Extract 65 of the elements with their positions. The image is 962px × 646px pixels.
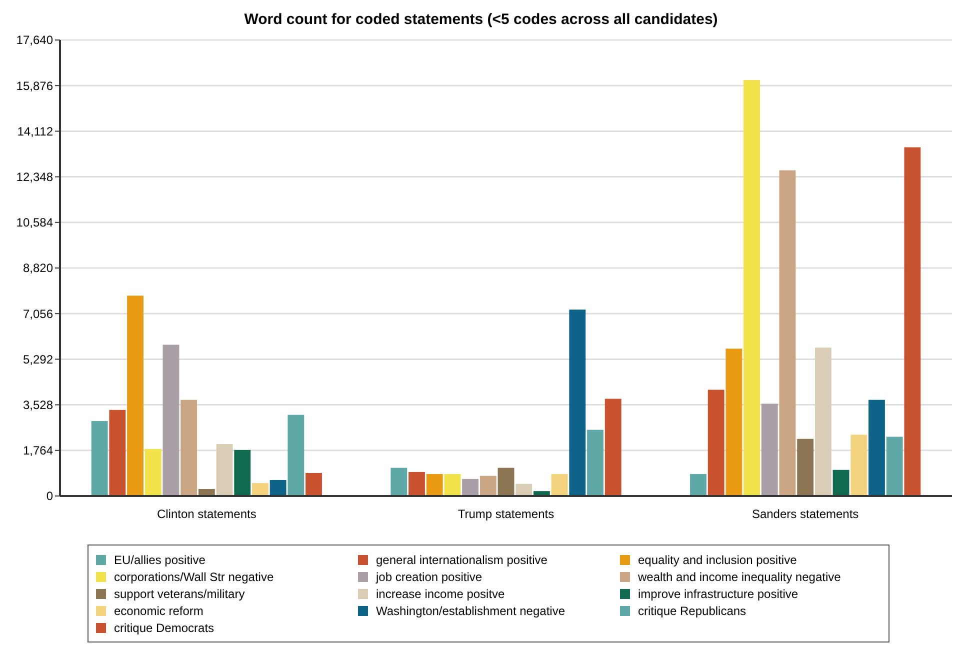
bar xyxy=(779,170,796,496)
x-tick-label: Sanders statements xyxy=(752,507,859,521)
y-tick-label: 7,056 xyxy=(22,306,54,321)
bar xyxy=(180,400,198,496)
legend-label: EU/allies positive xyxy=(114,553,206,567)
bar xyxy=(127,296,144,496)
y-tick-label: 3,528 xyxy=(22,398,54,412)
bar xyxy=(708,390,724,496)
bar xyxy=(426,474,443,496)
legend-label: corporations/Wall Str negative xyxy=(114,570,274,584)
legend-label: equality and inclusion positive xyxy=(638,553,798,567)
y-tick-label: 1,764 xyxy=(22,444,54,458)
y-tick-label: 0 xyxy=(46,489,54,504)
bar xyxy=(690,474,706,496)
bar xyxy=(252,483,268,496)
y-tick-label: 14,112 xyxy=(17,124,54,138)
bar xyxy=(270,480,286,496)
bar xyxy=(886,436,903,496)
legend-label: economic reform xyxy=(114,604,204,618)
bar xyxy=(551,474,568,496)
bar xyxy=(850,434,868,496)
y-tick-label: 10,584 xyxy=(16,216,54,230)
legend-label: job creation positive xyxy=(375,570,482,584)
legend-label: general internationalism positive xyxy=(376,553,548,567)
bar xyxy=(726,348,742,496)
y-tick-label: 17,640 xyxy=(16,33,54,48)
bar xyxy=(744,80,760,496)
bar xyxy=(498,468,514,496)
bar xyxy=(91,421,108,496)
bar xyxy=(144,448,162,496)
y-tick-label: 5,292 xyxy=(22,352,54,366)
x-tick-label: Trump statements xyxy=(458,507,554,521)
y-tick-label: 8,820 xyxy=(22,261,54,276)
bar xyxy=(306,472,322,496)
bar xyxy=(868,400,885,496)
bar xyxy=(162,344,180,496)
bar xyxy=(587,430,604,496)
bar xyxy=(288,414,304,496)
bar xyxy=(408,472,425,496)
bar xyxy=(761,404,778,496)
bar xyxy=(390,468,408,496)
bar xyxy=(814,348,832,496)
legend-label: critique Republicans xyxy=(638,604,746,618)
chart-title: Word count for coded statements (<5 codes across all candidates) xyxy=(244,11,718,28)
bar xyxy=(444,474,461,496)
legend-label: increase income positve xyxy=(376,587,506,601)
legend-label: wealth and income inequality negative xyxy=(637,570,842,584)
bar xyxy=(832,470,850,496)
y-tick-label: 12,348 xyxy=(16,170,54,184)
y-tick-label: 15,876 xyxy=(16,78,54,93)
legend-label: critique Democrats xyxy=(114,621,214,635)
bar xyxy=(216,444,233,496)
bar xyxy=(569,310,586,496)
legend-label: Washington/establishment negative xyxy=(376,604,566,618)
bar xyxy=(516,484,532,496)
bar xyxy=(109,410,126,496)
bar xyxy=(234,450,251,496)
x-tick-label: Clinton statements xyxy=(156,507,256,521)
legend-label: improve infrastructure positive xyxy=(638,587,798,601)
bar xyxy=(462,478,479,496)
bar xyxy=(797,438,814,496)
legend-label: support veterans/military xyxy=(114,587,245,601)
bar xyxy=(480,476,496,496)
bar xyxy=(904,147,921,496)
bar xyxy=(604,398,622,496)
